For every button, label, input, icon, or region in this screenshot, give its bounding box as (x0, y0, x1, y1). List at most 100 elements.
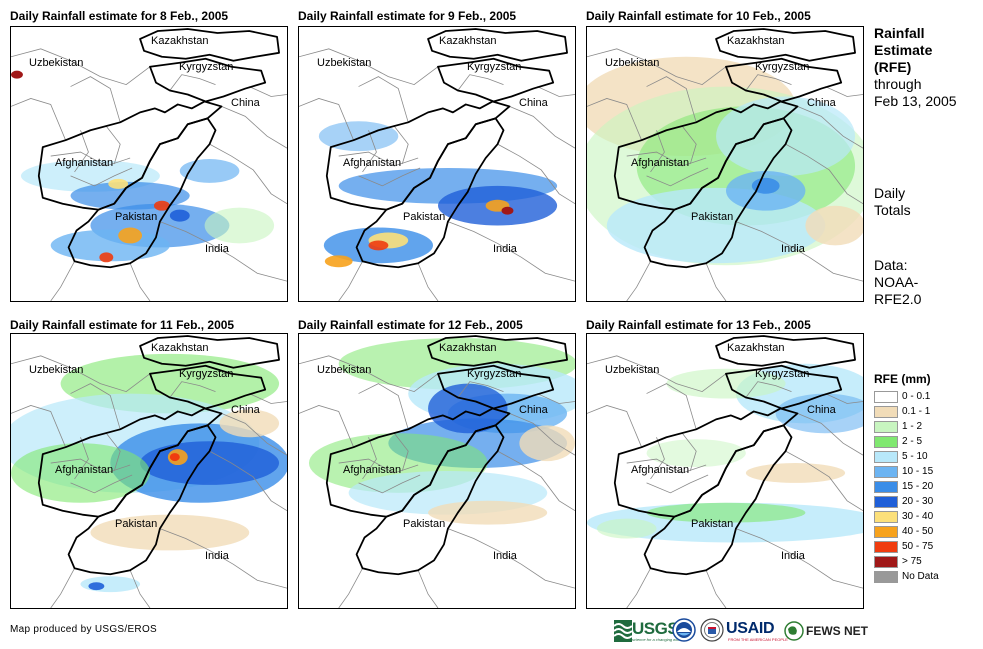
kazakhstan-border (715, 335, 856, 369)
admin-boundary (129, 570, 151, 608)
rainfall-area (219, 409, 280, 438)
admin-boundary (74, 437, 89, 480)
admin-boundaries (11, 355, 287, 608)
legend-label: 50 - 75 (902, 541, 934, 552)
doc-seal-logo (700, 618, 724, 644)
admin-boundary (50, 151, 131, 167)
usaid-logo: USAID FROM THE AMERICAN PEOPLE (726, 618, 788, 644)
legend-swatch (874, 481, 898, 493)
kyrgyzstan-border (725, 57, 843, 103)
legend-item: No Data (874, 570, 974, 585)
legend-item: 30 - 40 (874, 510, 974, 525)
rainfall-area (596, 518, 657, 539)
admin-boundary (745, 74, 792, 91)
legend-swatch (874, 466, 898, 478)
sidebar-title-line: Rainfall (874, 25, 925, 41)
kyrgyzstan-border (725, 364, 843, 410)
admin-boundary (587, 355, 727, 393)
kyrgyzstan-border (437, 364, 555, 410)
legend-item: 20 - 30 (874, 495, 974, 510)
rainfall-area (169, 453, 180, 462)
legend-title: RFE (mm) (874, 372, 931, 386)
sidebar-title-line: (RFE) (874, 59, 912, 75)
admin-boundary (358, 167, 421, 187)
admin-boundary (299, 48, 439, 86)
admin-boundary (626, 261, 651, 301)
usgs-tagline: science for a changing world (632, 637, 683, 642)
sidebar-daily-totals: Daily Totals (874, 185, 911, 219)
admin-boundary (74, 130, 89, 173)
admin-boundary (50, 458, 131, 474)
rainfall-area (805, 205, 863, 246)
rainfall-area (751, 177, 780, 194)
sidebar-daily-line: Totals (874, 202, 911, 218)
admin-boundaries (299, 48, 575, 301)
sidebar-title-line: Estimate (874, 42, 933, 58)
admin-boundaries (11, 48, 287, 301)
kazakhstan-border (139, 28, 280, 62)
pakistan-border (355, 424, 505, 576)
legend-label: 2 - 5 (902, 436, 923, 447)
legend: 0 - 0.1 0.1 - 1 1 - 2 2 - 5 5 - 10 10 - 15 15 … (874, 390, 974, 585)
admin-boundary (249, 86, 287, 97)
legend-label: 30 - 40 (902, 511, 934, 522)
credit-text: Map produced by USGS/EROS (10, 624, 158, 635)
admin-boundary (587, 405, 642, 448)
admin-boundary (11, 98, 66, 141)
legend-item: 0 - 0.1 (874, 390, 974, 405)
admin-boundary (537, 86, 575, 97)
rainfall-area (646, 439, 746, 468)
admin-boundary (221, 106, 287, 149)
panel-title-5: Daily Rainfall estimate for 12 Feb., 200… (298, 318, 523, 332)
legend-item: 40 - 50 (874, 525, 974, 540)
map-canvas (11, 335, 287, 608)
admin-boundary (797, 413, 863, 456)
map-canvas (587, 28, 863, 301)
legend-swatch (874, 541, 898, 553)
kyrgyzstan-border (149, 364, 267, 410)
rainfall-map-3: Kazakhstan Uzbekistan Kyrgyzstan China Afgha… (586, 26, 864, 302)
admin-boundary (159, 221, 287, 282)
legend-swatch (874, 391, 898, 403)
pakistan-border (355, 117, 505, 269)
rainfall-area (204, 207, 275, 244)
rainfall-area (716, 96, 856, 176)
sidebar-data-line: RFE2.0 (874, 291, 922, 307)
legend-swatch (874, 496, 898, 508)
admin-boundary (393, 433, 409, 472)
legend-item: 5 - 10 (874, 450, 974, 465)
admin-boundary (11, 48, 151, 86)
rainfall-area (153, 200, 170, 211)
admin-boundary (797, 106, 863, 149)
admin-boundary (681, 126, 697, 165)
pakistan-border (67, 424, 217, 576)
admin-boundary (209, 450, 287, 512)
rainfall-layer (11, 353, 287, 593)
admin-boundary (825, 86, 863, 97)
legend-label: 15 - 20 (902, 481, 934, 492)
admin-boundary (221, 413, 287, 456)
admin-boundary (11, 405, 66, 448)
legend-item: 10 - 15 (874, 465, 974, 480)
noaa-logo (672, 618, 696, 644)
rainfall-area (745, 463, 846, 483)
admin-boundary (362, 437, 377, 480)
legend-label: 0 - 0.1 (902, 391, 931, 402)
admin-boundary (587, 48, 727, 86)
rainfall-area (368, 240, 389, 251)
map-canvas (299, 28, 575, 301)
sidebar-title-line: Feb 13, 2005 (874, 93, 957, 109)
admin-boundary (417, 263, 439, 301)
admin-boundary (497, 143, 575, 205)
admin-boundary (587, 98, 642, 141)
rainfall-area (428, 500, 548, 525)
legend-item: > 75 (874, 555, 974, 570)
rainfall-layer (308, 337, 575, 525)
legend-swatch (874, 556, 898, 568)
panel-title-6: Daily Rainfall estimate for 13 Feb., 200… (586, 318, 811, 332)
admin-boundary (447, 528, 575, 589)
rainfall-layer (318, 121, 558, 268)
rainfall-map-2: Kazakhstan Uzbekistan Kyrgyzstan China Afgha… (298, 26, 576, 302)
rainfall-map-6: Kazakhstan Uzbekistan Kyrgyzstan China Afgha… (586, 333, 864, 609)
usaid-tagline: FROM THE AMERICAN PEOPLE (728, 637, 788, 642)
